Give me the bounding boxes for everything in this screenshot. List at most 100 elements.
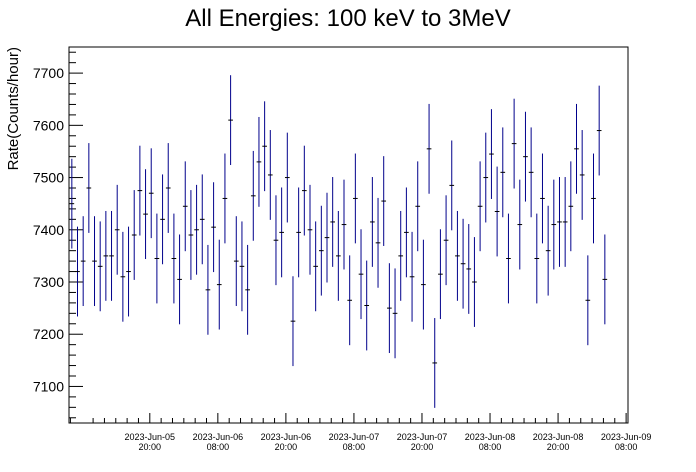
data-point — [160, 174, 165, 265]
data-point — [409, 231, 415, 322]
data-point — [228, 75, 233, 166]
y-tick-label: 7700 — [33, 65, 64, 81]
data-point — [421, 239, 426, 330]
data-point — [494, 166, 500, 257]
data-point — [318, 205, 324, 296]
data-point — [199, 174, 205, 265]
data-point — [165, 143, 171, 233]
data-point — [568, 161, 574, 252]
data-point — [216, 239, 222, 330]
data-point — [222, 153, 228, 244]
data-point — [353, 153, 358, 244]
data-point — [404, 187, 409, 278]
data-point — [131, 190, 137, 280]
data-point — [245, 244, 250, 335]
data-point — [551, 179, 557, 270]
data-point — [301, 145, 307, 236]
data-point — [545, 205, 551, 296]
data-point — [364, 260, 370, 351]
data-point — [460, 218, 466, 309]
data-point — [205, 244, 211, 335]
data-point — [171, 213, 177, 304]
data-point — [267, 130, 273, 220]
data-point — [483, 132, 489, 223]
data-point — [392, 268, 398, 359]
data-point — [466, 224, 472, 314]
data-point — [126, 226, 131, 317]
data-point — [426, 103, 432, 194]
data-point — [86, 143, 92, 233]
x-tick-time: 08:00 — [479, 442, 502, 452]
data-point — [250, 150, 256, 241]
data-point — [511, 98, 517, 189]
data-point — [472, 237, 477, 327]
y-tick-label: 7200 — [33, 326, 64, 342]
y-tick-label: 7300 — [33, 274, 64, 290]
y-tick-label: 7500 — [33, 170, 64, 186]
data-point — [262, 101, 267, 192]
x-tick-time: 20:00 — [411, 442, 434, 452]
x-tick-date: 2023-Jun-06 — [193, 432, 244, 442]
data-point — [489, 109, 494, 199]
data-point — [154, 213, 160, 304]
data-point — [477, 161, 483, 252]
data-point — [313, 221, 318, 312]
data-point — [375, 197, 381, 288]
x-tick-time: 20:00 — [139, 442, 162, 452]
data-point — [387, 263, 392, 354]
axes-ticks — [69, 51, 627, 423]
data-point — [143, 169, 148, 260]
data-point — [114, 184, 120, 275]
data-point — [137, 145, 143, 236]
tick-labels: 71007200730074007500760077002023-Jun-052… — [33, 65, 652, 452]
y-axis-label: Rate(Counts/hour) — [5, 47, 22, 170]
y-tick-label: 7100 — [33, 378, 64, 394]
x-tick-date: 2023-Jun-08 — [465, 432, 516, 442]
data-point — [455, 210, 460, 301]
data-point — [307, 184, 313, 275]
data-point — [506, 213, 511, 304]
x-tick-date: 2023-Jun-07 — [397, 432, 448, 442]
data-point — [75, 226, 80, 317]
data-point — [579, 130, 585, 220]
x-tick-date: 2023-Jun-08 — [533, 432, 584, 442]
data-point — [148, 148, 154, 239]
chart-title: All Energies: 100 keV to 3MeV — [185, 5, 511, 32]
x-tick-time: 08:00 — [343, 442, 366, 452]
data-point — [562, 177, 568, 267]
x-tick-time: 20:00 — [547, 442, 570, 452]
data-point — [233, 216, 239, 307]
y-tick-label: 7400 — [33, 222, 64, 238]
data-point — [574, 103, 579, 194]
data-point — [97, 221, 103, 312]
data-point — [500, 127, 506, 218]
data-point — [523, 111, 528, 202]
data-point — [602, 234, 608, 325]
data-point — [381, 156, 387, 246]
data-point — [591, 153, 596, 244]
x-tick-date: 2023-Jun-07 — [329, 432, 380, 442]
data-point — [341, 179, 347, 270]
data-point — [194, 184, 199, 275]
data-point — [182, 161, 188, 252]
data-point — [211, 182, 216, 273]
data-point — [432, 318, 438, 408]
data-point — [415, 161, 421, 252]
data-point — [528, 127, 534, 218]
data-point — [109, 210, 114, 301]
x-tick-time: 08:00 — [207, 442, 230, 452]
y-tick-label: 7600 — [33, 117, 64, 133]
data-point — [358, 229, 364, 320]
data-point — [284, 132, 290, 223]
x-tick-date: 2023-Jun-06 — [261, 432, 312, 442]
data-point — [80, 216, 86, 307]
data-point — [517, 179, 523, 270]
data-point — [398, 210, 404, 301]
data-point — [330, 177, 336, 267]
x-tick-date: 2023-Jun-09 — [601, 432, 652, 442]
x-tick-time: 20:00 — [275, 442, 298, 452]
plot-area-frame — [68, 46, 629, 424]
x-tick-time: 08:00 — [615, 442, 638, 452]
data-point — [324, 192, 330, 283]
